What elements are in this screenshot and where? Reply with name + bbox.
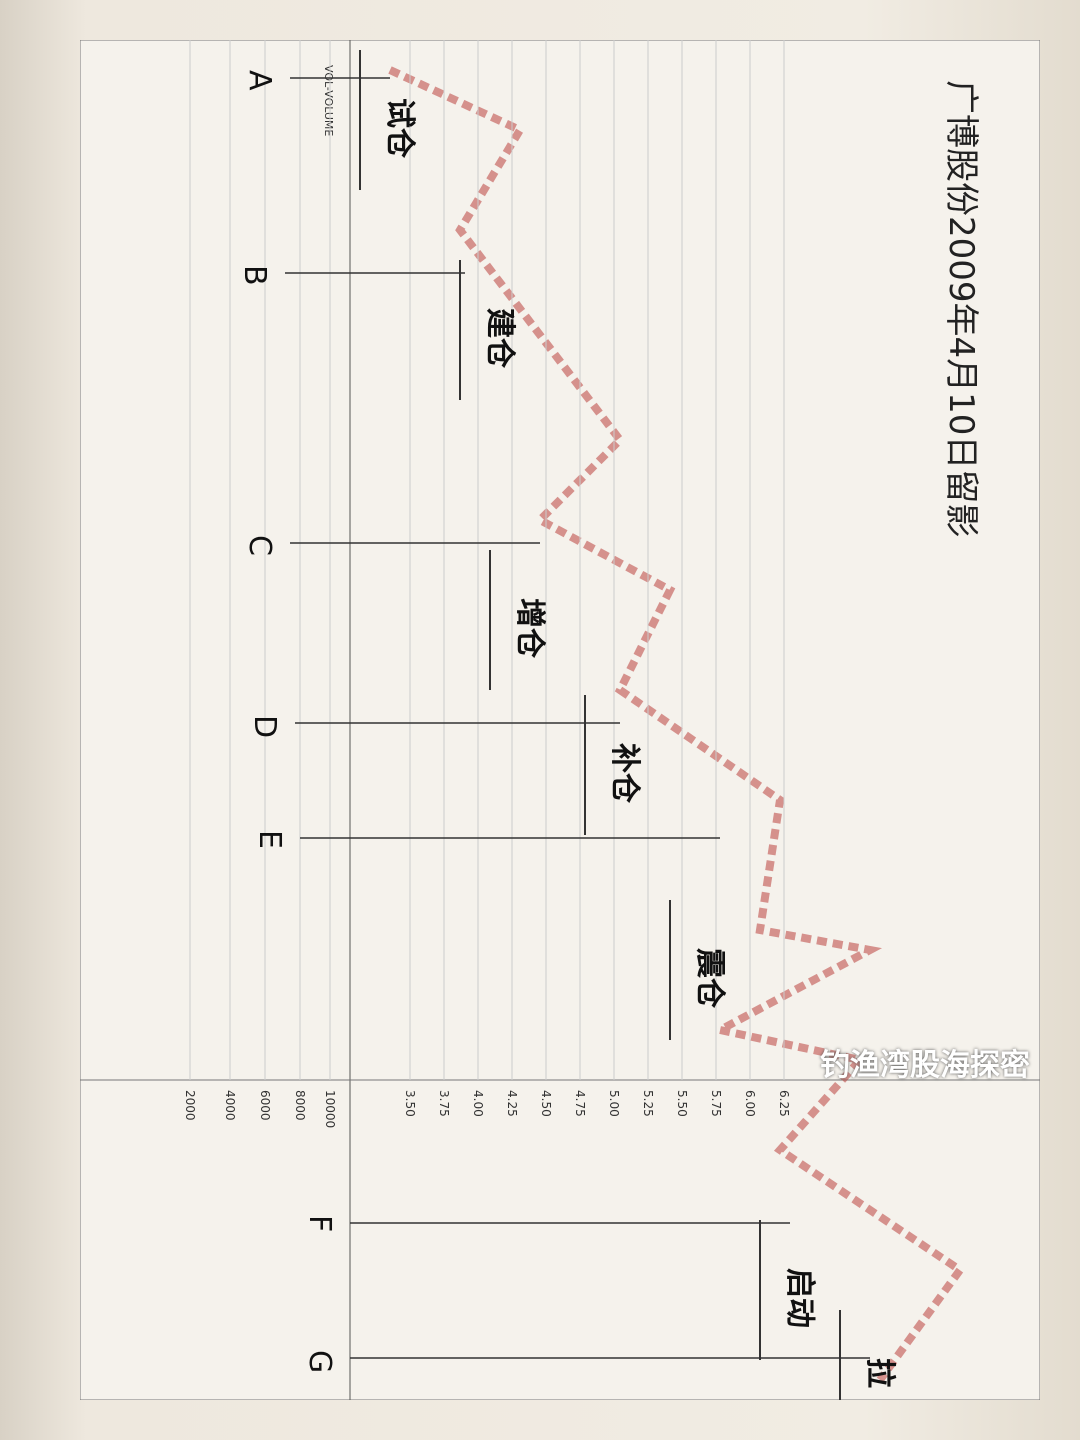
point-label: F: [302, 1215, 337, 1232]
point-label: B: [237, 265, 272, 286]
stage-label: 增仓: [512, 598, 547, 659]
price-tick-label: 4.50: [539, 1090, 553, 1117]
price-tick-label: 4.00: [471, 1090, 485, 1117]
point-label: A: [242, 70, 277, 91]
title: 广博股份2009年4月10日留影: [941, 80, 981, 537]
volume-tick-label: 8000: [293, 1090, 307, 1121]
watermark: 钓渔湾股海探密: [820, 1048, 1030, 1083]
price-tick-label: 6.25: [777, 1090, 791, 1117]
point-label: C: [242, 535, 277, 556]
volume-tick-label: 6000: [258, 1090, 272, 1121]
price-tick-label: 5.25: [641, 1090, 655, 1117]
chart-frame: [79, 39, 1041, 1401]
point-label: D: [247, 715, 282, 738]
chart-photo: 广博股份2009年4月10日留影 VOL-VOLUME 3.50 3.75 4.00…: [79, 39, 1041, 1440]
price-tick-label: 5.00: [607, 1090, 621, 1117]
price-tick-label: 5.75: [709, 1090, 723, 1117]
stage-label: 建仓: [482, 308, 517, 369]
point-label: E: [252, 830, 287, 849]
stage-label: 拉: [862, 1358, 897, 1388]
volume-tick-label: 2000: [183, 1090, 197, 1121]
stage-label: 震仓: [692, 948, 727, 1009]
price-tick-label: 6.00: [743, 1090, 757, 1117]
price-tick-label: 3.75: [437, 1090, 451, 1117]
price-tick-label: 3.50: [403, 1090, 417, 1117]
price-tick-label: 5.50: [675, 1090, 689, 1117]
point-label: G: [302, 1350, 337, 1373]
volume-label: VOL-VOLUME: [322, 65, 335, 136]
stage-label: 试仓: [382, 98, 417, 159]
price-tick-label: 4.75: [573, 1090, 587, 1117]
price-path: [388, 66, 966, 1383]
stage-label: 补仓: [607, 743, 642, 804]
rotated-chart: 广博股份2009年4月10日留影 VOL-VOLUME 3.50 3.75 4.00…: [79, 39, 1041, 1440]
stage-label: 启动: [782, 1268, 817, 1328]
price-tick-label: 4.25: [505, 1090, 519, 1117]
volume-tick-label: 4000: [223, 1090, 237, 1121]
volume-tick-label: 10000: [323, 1090, 337, 1128]
